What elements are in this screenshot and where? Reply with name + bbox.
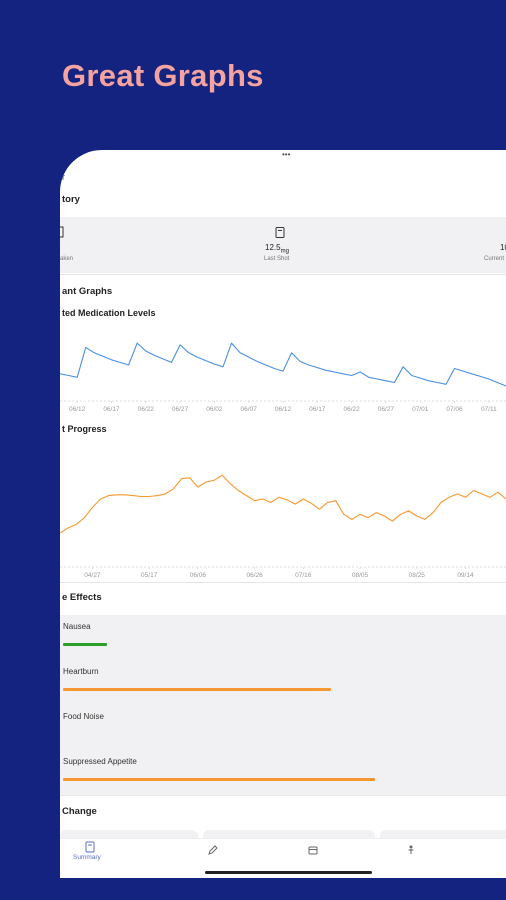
app-card: ••• r tory l aken 12.5mg Last Shot 10 Cu… bbox=[60, 150, 506, 878]
x-tick-label: 06/22 bbox=[138, 406, 155, 413]
divider bbox=[60, 274, 506, 275]
stat-value: 12.5mg bbox=[265, 243, 289, 255]
data-line bbox=[60, 474, 506, 534]
side-effect-track bbox=[63, 688, 503, 691]
nav-label[interactable]: Summary bbox=[73, 854, 101, 861]
section-title: Change bbox=[62, 806, 97, 817]
chart-title: t Progress bbox=[62, 424, 107, 434]
x-tick-label: 06/22 bbox=[343, 406, 360, 413]
chart: 06/12 06/17 06/22 06/27 06/02 06/07 06/12 06/17… bbox=[60, 342, 506, 413]
side-effect-name: Food Noise bbox=[63, 712, 104, 721]
data-line bbox=[60, 342, 506, 387]
x-tick-label: 08/25 bbox=[409, 572, 426, 579]
divider bbox=[60, 795, 506, 796]
stat-number: 12.5 bbox=[265, 243, 281, 252]
x-tick-label: 04/27 bbox=[84, 572, 101, 579]
stat-label: Last Shot bbox=[264, 256, 290, 262]
page-title: tory bbox=[62, 194, 80, 205]
x-tick-label: 06/12 bbox=[69, 406, 86, 413]
x-tick-label: 09/14 bbox=[457, 572, 474, 579]
chart-title: ted Medication Levels bbox=[62, 308, 156, 318]
side-effect-track bbox=[63, 778, 503, 781]
side-effect-name: Suppressed Appetite bbox=[63, 757, 137, 766]
x-tick-label: 06/17 bbox=[309, 406, 326, 413]
nav-icon[interactable] bbox=[307, 844, 319, 856]
x-tick-label: 06/02 bbox=[206, 406, 223, 413]
side-effect-track bbox=[63, 733, 503, 736]
x-tick-label: 06/07 bbox=[241, 406, 258, 413]
x-tick-label: 06/27 bbox=[378, 406, 395, 413]
stat-label: Current bbox=[484, 256, 505, 262]
stats-panel bbox=[60, 217, 506, 273]
x-tick-label: 06/27 bbox=[172, 406, 189, 413]
section-title: ant Graphs bbox=[62, 286, 113, 297]
stat-icon bbox=[275, 227, 285, 238]
side-effect-bar bbox=[63, 688, 332, 691]
side-effect-bar bbox=[63, 643, 107, 646]
stat-label: aken bbox=[60, 256, 74, 262]
side-effects-panel bbox=[60, 615, 506, 795]
stat-unit: mg bbox=[280, 248, 289, 255]
x-tick-label: 07/11 bbox=[481, 406, 497, 413]
home-indicator bbox=[205, 871, 372, 874]
nav-icon[interactable] bbox=[405, 844, 417, 856]
x-tick-label: 05/17 bbox=[141, 572, 158, 579]
x-tick-label: 06/26 bbox=[246, 572, 263, 579]
side-effect-bar bbox=[63, 778, 376, 781]
side-effect-name: Nausea bbox=[63, 622, 91, 631]
x-tick-label: 06/17 bbox=[103, 406, 120, 413]
section-title: e Effects bbox=[62, 592, 102, 603]
menu-dots[interactable]: ••• bbox=[282, 150, 291, 159]
nav-back[interactable]: r bbox=[62, 172, 65, 182]
side-effect-name: Heartburn bbox=[63, 667, 99, 676]
divider bbox=[60, 582, 506, 583]
x-tick-label: 06/06 bbox=[190, 572, 207, 579]
x-tick-label: 07/01 bbox=[412, 406, 429, 413]
nav-icon[interactable] bbox=[207, 844, 219, 856]
chart: 04/27 05/17 06/06 06/26 07/16 08/05 08/25 09/14 bbox=[60, 474, 506, 579]
x-tick-label: 06/12 bbox=[275, 406, 292, 413]
x-tick-label: 08/05 bbox=[352, 572, 369, 579]
promo-title: Great Graphs bbox=[62, 58, 264, 93]
stat-value: 10 bbox=[500, 243, 506, 252]
nav-bar bbox=[60, 838, 506, 878]
nav-icon[interactable] bbox=[84, 840, 96, 853]
x-tick-label: 07/16 bbox=[295, 572, 312, 579]
side-effect-track bbox=[63, 643, 503, 646]
stat-icon bbox=[60, 226, 64, 238]
x-tick-label: 07/06 bbox=[446, 406, 463, 413]
